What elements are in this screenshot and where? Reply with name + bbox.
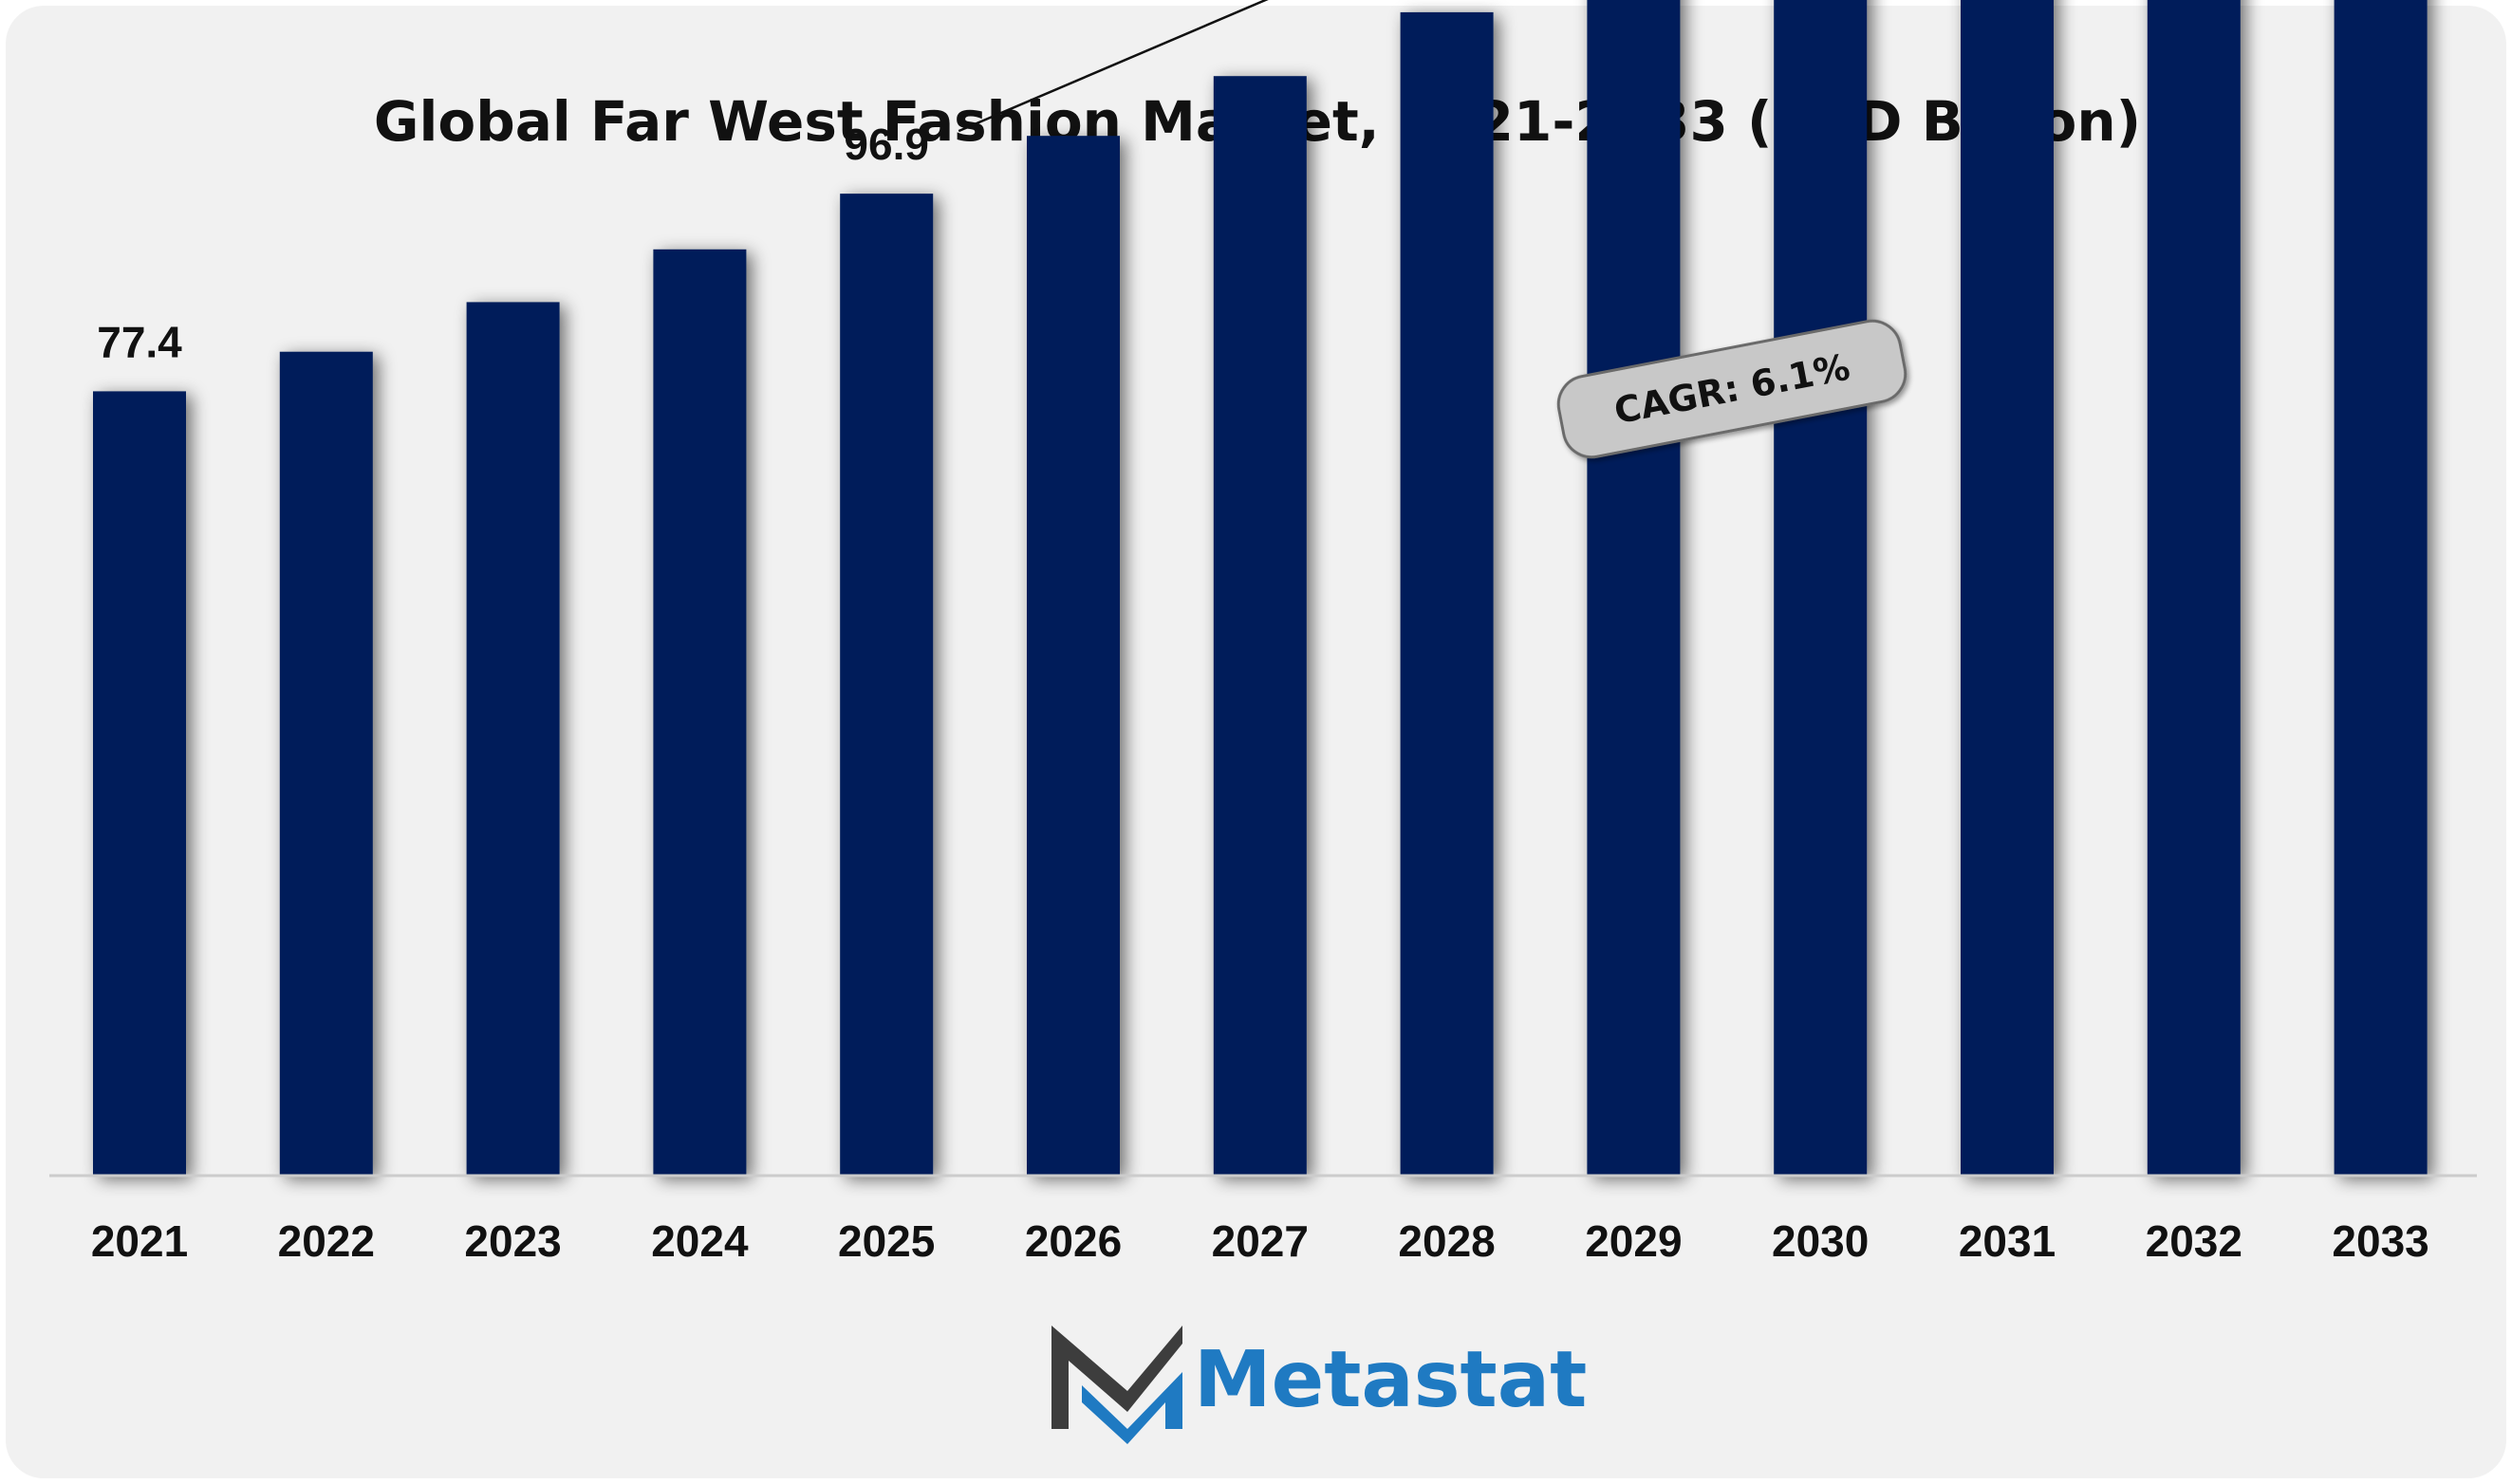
metastat-logo: Metastat	[1051, 1326, 1587, 1444]
bar-2030	[1774, 0, 1868, 1177]
bar-2022	[279, 351, 373, 1176]
metastat-logo-text: Metastat	[1194, 1335, 1587, 1425]
cagr-arrow	[958, 0, 1269, 133]
x-tick-2021: 2021	[91, 1216, 188, 1266]
data-label-2025: 96.9	[844, 120, 929, 169]
cagr-badge-background	[1556, 319, 1907, 459]
bar-2027	[1213, 76, 1307, 1177]
x-tick-2030: 2030	[1772, 1216, 1869, 1266]
bar-2021	[93, 391, 186, 1176]
metastat-m-icon	[1051, 1326, 1182, 1444]
x-tick-2022: 2022	[278, 1216, 375, 1266]
bar-2028	[1400, 11, 1494, 1176]
bar-2029	[1587, 0, 1681, 1176]
x-tick-2032: 2032	[2146, 1216, 2242, 1266]
x-tick-2024: 2024	[651, 1216, 749, 1266]
x-tick-2033: 2033	[2332, 1216, 2428, 1266]
x-tick-2025: 2025	[838, 1216, 935, 1266]
data-label-2021: 77.4	[97, 317, 182, 366]
x-tick-2026: 2026	[1025, 1216, 1122, 1266]
bar-2032	[2147, 0, 2241, 1176]
data-labels: 77.496.9155.6	[97, 120, 929, 366]
x-tick-2023: 2023	[464, 1216, 561, 1266]
x-axis-ticks: 2021 2022 2023 2024 2025 2026 2027 2028 2029 2030…	[91, 1216, 2429, 1266]
x-tick-2027: 2027	[1212, 1216, 1309, 1266]
bar-2026	[1027, 136, 1120, 1177]
bar-2025	[840, 194, 934, 1177]
bar-2024	[653, 249, 747, 1176]
bar-2033	[2334, 0, 2428, 1177]
x-tick-2029: 2029	[1585, 1216, 1682, 1266]
x-tick-2028: 2028	[1398, 1216, 1495, 1266]
x-tick-2031: 2031	[1959, 1216, 2056, 1266]
bar-2031	[1961, 0, 2054, 1176]
bar-2023	[466, 302, 560, 1176]
bars	[93, 0, 2428, 1177]
cagr-badge: CAGR: 6.1%	[1556, 319, 1907, 459]
